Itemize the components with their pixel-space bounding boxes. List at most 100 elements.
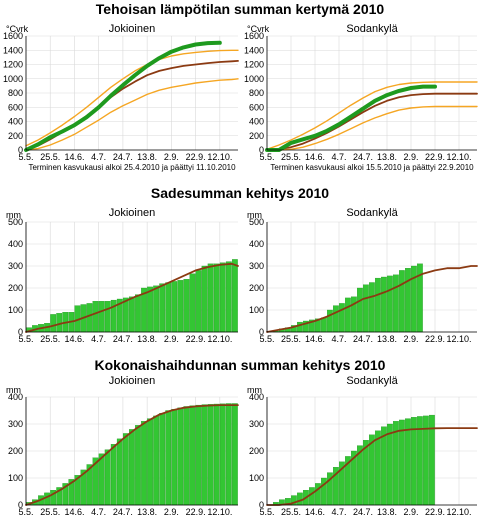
chart2-left-xtick-label: 13.8. (137, 334, 157, 344)
chart2-left-xtick-label: 2.9. (164, 334, 179, 344)
chart3-right-ytick-label: 400 (249, 392, 264, 402)
chart3-right-xtick-label: 2.9. (403, 507, 418, 517)
chart2-right-bar (357, 287, 363, 333)
chart3-right-bar (405, 418, 411, 506)
chart2-left-ytick-label: 500 (8, 217, 23, 227)
chart2-left-bar (50, 314, 57, 333)
chart1-left-line-year (24, 40, 222, 152)
chart1-right-xtick-label: 13.8. (377, 152, 397, 162)
chart1-left-xtick-label: 22.9. (186, 152, 206, 162)
chart3-left-bar (231, 403, 238, 506)
chart1-left-ytick-label: 1200 (3, 60, 23, 70)
chart2-right-bar (405, 268, 411, 333)
chart3-right-bar (393, 421, 399, 506)
chart1-left-ytick-label: 1400 (3, 45, 23, 55)
chart2-right-bar (327, 309, 333, 333)
chart3-left-ytick-label: 400 (8, 392, 23, 402)
chart3-left-bar (213, 403, 220, 506)
chart1-left-ytick-label: 1000 (3, 74, 23, 84)
chart2-left-bar (183, 279, 190, 333)
chart2-right-bar (363, 284, 369, 333)
chart1-left-xtick-label: 4.7. (91, 152, 106, 162)
chart1-right-ytick-label: 1000 (244, 74, 264, 84)
chart2-left-bar (231, 259, 238, 333)
chart3-left-ytick-label: 0 (18, 500, 23, 510)
chart3-left-xtick-label: 14.6. (64, 507, 84, 517)
chart2-right-bar (399, 270, 405, 333)
chart1-right-panel-title: Sodankylä (346, 23, 398, 35)
chart3-left-bar (44, 492, 50, 506)
chart1-left-xtick-label: 24.7. (113, 152, 133, 162)
chart3-left-ylabel: mm (6, 385, 21, 395)
chart1-left-ytick-label: 0 (18, 145, 23, 155)
chart3-right-xtick-label: 14.6. (305, 507, 325, 517)
chart2-left-bar (92, 301, 99, 333)
chart1-left-xtick-label: 14.6. (64, 152, 84, 162)
chart3-right-ytick-label: 300 (249, 419, 264, 429)
chart2-left-xtick-label: 5.5. (18, 334, 33, 344)
chart2-left-bar (122, 297, 129, 333)
chart3-right-ytick-label: 0 (259, 500, 264, 510)
chart1-right-xtick-label: 24.7. (353, 152, 373, 162)
chart3-left-xtick-label: 22.9. (186, 507, 206, 517)
chart2-right-bar (321, 317, 327, 333)
chart2-left-bar (147, 286, 153, 333)
chart3-left-bar (195, 404, 202, 506)
chart2-right-bar (345, 297, 351, 333)
chart3-left-panel-title: Jokioinen (109, 375, 155, 387)
chart3-left-bar (171, 408, 178, 506)
chart2-right-bar (333, 305, 339, 333)
chart3-right-bar (387, 423, 393, 506)
chart1-left-ylabel: °Cvrk (6, 24, 29, 34)
chart2-right-xtick-label: 2.9. (403, 334, 418, 344)
chart3-left-ytick-label: 200 (8, 446, 23, 456)
chart2-right-ylabel: mm (247, 210, 262, 220)
chart3-right-xtick-label: 5.5. (259, 507, 274, 517)
chart1-left-line-min (25, 78, 239, 151)
chart3-left-bar (207, 404, 214, 506)
chart3-right-xtick-label: 4.7. (331, 507, 346, 517)
chart2-left-ytick-label: 400 (8, 239, 23, 249)
chart3-left-bar (122, 433, 129, 506)
chart2-left-bar (171, 281, 178, 333)
chart3-right-bar (399, 419, 405, 506)
chart2-right-bar (387, 275, 393, 333)
chart3-left-line-mean (25, 404, 239, 506)
chart1-right-ytick-label: 1400 (244, 45, 264, 55)
chart3-right-ytick-label: 200 (249, 446, 264, 456)
chart1-right-ytick-label: 800 (249, 88, 264, 98)
chart3-right-ytick-label: 100 (249, 473, 264, 483)
chart2-left-bar (201, 265, 208, 333)
chart1-left-line-mean (25, 60, 239, 151)
chart3-left-xtick-label: 5.5. (18, 507, 33, 517)
chart3-right-xtick-label: 25.5. (281, 507, 301, 517)
chart2-right-panel-title: Sodankylä (346, 207, 398, 219)
chart2-right-ytick-label: 0 (259, 327, 264, 337)
chart3-left-bar (135, 425, 141, 506)
chart3-right-bar (297, 492, 303, 506)
chart1-left-xtick-label: 13.8. (137, 152, 157, 162)
chart2-right-bar (297, 321, 303, 333)
chart1-left-panel-title: Jokioinen (109, 23, 155, 35)
chart3-left-bar (201, 404, 208, 506)
chart3-right-xtick-label: 12.10. (446, 507, 471, 517)
chart2-left-bar (86, 303, 93, 333)
chart3-left-ytick-label: 100 (8, 473, 23, 483)
chart2-left-panel-title: Jokioinen (109, 207, 155, 219)
chart1-left-xtick-label: 25.5. (40, 152, 60, 162)
chart1-right-xtick-label: 4.7. (331, 152, 346, 162)
chart3-left-xtick-label: 25.5. (40, 507, 60, 517)
chart1-left-note: Terminen kasvukausi alkoi 25.4.2010 ja p… (28, 163, 236, 172)
chart2-left-bar (165, 282, 172, 333)
chart1-left-ytick-label: 600 (8, 102, 23, 112)
chart1-right-ytick-label: 400 (249, 117, 264, 127)
chart2-right-bar (369, 282, 375, 333)
chart3-left-bar (110, 444, 117, 506)
chart3-right-xtick-label: 22.9. (425, 507, 445, 517)
chart1-right-xtick-label: 22.9. (425, 152, 445, 162)
chart2-right-bar (393, 274, 399, 333)
chart2-right-ytick-label: 100 (249, 305, 264, 315)
chart3-right-line-mean (266, 427, 478, 506)
chart3-right-panel-title: Sodankylä (346, 375, 398, 387)
chart1-right-note: Terminen kasvukausi alkoi 15.5.2010 ja p… (270, 163, 474, 172)
